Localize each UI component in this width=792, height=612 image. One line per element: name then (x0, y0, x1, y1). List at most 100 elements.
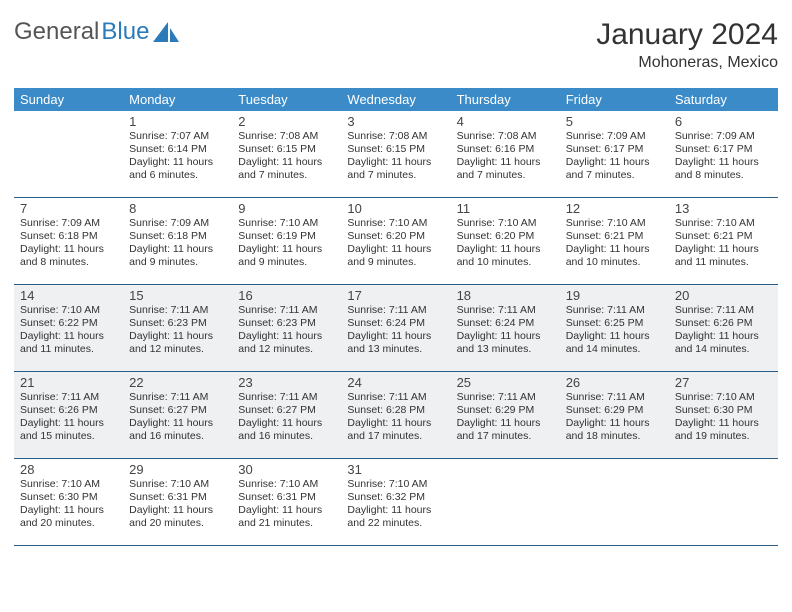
calendar-cell: 14Sunrise: 7:10 AMSunset: 6:22 PMDayligh… (14, 285, 123, 371)
sunset-line: Sunset: 6:16 PM (457, 143, 554, 156)
daylight-line: Daylight: 11 hours and 6 minutes. (129, 156, 226, 182)
daylight-line: Daylight: 11 hours and 12 minutes. (129, 330, 226, 356)
sunrise-line: Sunrise: 7:10 AM (675, 217, 772, 230)
day-number: 8 (129, 201, 226, 216)
sunrise-line: Sunrise: 7:10 AM (675, 391, 772, 404)
day-number: 18 (457, 288, 554, 303)
calendar-week: 28Sunrise: 7:10 AMSunset: 6:30 PMDayligh… (14, 459, 778, 546)
sunrise-line: Sunrise: 7:11 AM (347, 304, 444, 317)
day-number: 7 (20, 201, 117, 216)
sunset-line: Sunset: 6:29 PM (566, 404, 663, 417)
day-number: 15 (129, 288, 226, 303)
page-title: January 2024 (596, 18, 778, 52)
daylight-line: Daylight: 11 hours and 15 minutes. (20, 417, 117, 443)
sunrise-line: Sunrise: 7:11 AM (457, 391, 554, 404)
calendar-week: 1Sunrise: 7:07 AMSunset: 6:14 PMDaylight… (14, 111, 778, 198)
calendar-week: 21Sunrise: 7:11 AMSunset: 6:26 PMDayligh… (14, 372, 778, 459)
day-number: 12 (566, 201, 663, 216)
daylight-line: Daylight: 11 hours and 16 minutes. (238, 417, 335, 443)
sunrise-line: Sunrise: 7:10 AM (20, 304, 117, 317)
calendar-cell: 22Sunrise: 7:11 AMSunset: 6:27 PMDayligh… (123, 372, 232, 458)
day-number: 25 (457, 375, 554, 390)
calendar-cell: 30Sunrise: 7:10 AMSunset: 6:31 PMDayligh… (232, 459, 341, 545)
daylight-line: Daylight: 11 hours and 22 minutes. (347, 504, 444, 530)
daylight-line: Daylight: 11 hours and 20 minutes. (129, 504, 226, 530)
page-header: GeneralBlue January 2024 Mohoneras, Mexi… (14, 18, 778, 72)
sunset-line: Sunset: 6:17 PM (566, 143, 663, 156)
calendar-cell: 7Sunrise: 7:09 AMSunset: 6:18 PMDaylight… (14, 198, 123, 284)
day-number: 23 (238, 375, 335, 390)
day-number: 10 (347, 201, 444, 216)
calendar-cell: 27Sunrise: 7:10 AMSunset: 6:30 PMDayligh… (669, 372, 778, 458)
logo-text-1: General (14, 18, 99, 46)
calendar-cell: 3Sunrise: 7:08 AMSunset: 6:15 PMDaylight… (341, 111, 450, 197)
daylight-line: Daylight: 11 hours and 9 minutes. (129, 243, 226, 269)
sunset-line: Sunset: 6:15 PM (347, 143, 444, 156)
sunrise-line: Sunrise: 7:11 AM (238, 391, 335, 404)
sunrise-line: Sunrise: 7:10 AM (347, 478, 444, 491)
dow-cell: Tuesday (232, 88, 341, 111)
sunset-line: Sunset: 6:23 PM (129, 317, 226, 330)
sunrise-line: Sunrise: 7:08 AM (457, 130, 554, 143)
sunrise-line: Sunrise: 7:10 AM (20, 478, 117, 491)
day-number: 4 (457, 114, 554, 129)
dow-cell: Monday (123, 88, 232, 111)
day-number: 9 (238, 201, 335, 216)
calendar-cell: 2Sunrise: 7:08 AMSunset: 6:15 PMDaylight… (232, 111, 341, 197)
sunrise-line: Sunrise: 7:11 AM (129, 304, 226, 317)
sunset-line: Sunset: 6:26 PM (20, 404, 117, 417)
sunset-line: Sunset: 6:23 PM (238, 317, 335, 330)
daylight-line: Daylight: 11 hours and 19 minutes. (675, 417, 772, 443)
sunset-line: Sunset: 6:29 PM (457, 404, 554, 417)
calendar-cell: 4Sunrise: 7:08 AMSunset: 6:16 PMDaylight… (451, 111, 560, 197)
calendar-cell: 26Sunrise: 7:11 AMSunset: 6:29 PMDayligh… (560, 372, 669, 458)
calendar-cell: 15Sunrise: 7:11 AMSunset: 6:23 PMDayligh… (123, 285, 232, 371)
day-number: 29 (129, 462, 226, 477)
calendar-week: 7Sunrise: 7:09 AMSunset: 6:18 PMDaylight… (14, 198, 778, 285)
sunrise-line: Sunrise: 7:10 AM (238, 217, 335, 230)
sunrise-line: Sunrise: 7:10 AM (347, 217, 444, 230)
sunset-line: Sunset: 6:19 PM (238, 230, 335, 243)
sunrise-line: Sunrise: 7:10 AM (129, 478, 226, 491)
calendar-cell: 24Sunrise: 7:11 AMSunset: 6:28 PMDayligh… (341, 372, 450, 458)
day-number: 17 (347, 288, 444, 303)
calendar-cell (451, 459, 560, 545)
calendar-cell: 11Sunrise: 7:10 AMSunset: 6:20 PMDayligh… (451, 198, 560, 284)
sunset-line: Sunset: 6:18 PM (129, 230, 226, 243)
calendar-cell (560, 459, 669, 545)
sunrise-line: Sunrise: 7:09 AM (675, 130, 772, 143)
calendar-cell: 25Sunrise: 7:11 AMSunset: 6:29 PMDayligh… (451, 372, 560, 458)
calendar-weeks: 1Sunrise: 7:07 AMSunset: 6:14 PMDaylight… (14, 111, 778, 546)
day-number: 11 (457, 201, 554, 216)
sunset-line: Sunset: 6:30 PM (675, 404, 772, 417)
sunset-line: Sunset: 6:15 PM (238, 143, 335, 156)
daylight-line: Daylight: 11 hours and 20 minutes. (20, 504, 117, 530)
daylight-line: Daylight: 11 hours and 7 minutes. (347, 156, 444, 182)
calendar-cell: 8Sunrise: 7:09 AMSunset: 6:18 PMDaylight… (123, 198, 232, 284)
daylight-line: Daylight: 11 hours and 17 minutes. (457, 417, 554, 443)
day-number: 26 (566, 375, 663, 390)
calendar-cell: 9Sunrise: 7:10 AMSunset: 6:19 PMDaylight… (232, 198, 341, 284)
sunset-line: Sunset: 6:27 PM (238, 404, 335, 417)
sunset-line: Sunset: 6:21 PM (675, 230, 772, 243)
day-number: 31 (347, 462, 444, 477)
calendar-cell: 23Sunrise: 7:11 AMSunset: 6:27 PMDayligh… (232, 372, 341, 458)
sunset-line: Sunset: 6:21 PM (566, 230, 663, 243)
day-number: 16 (238, 288, 335, 303)
day-number: 6 (675, 114, 772, 129)
dow-cell: Friday (560, 88, 669, 111)
day-number: 24 (347, 375, 444, 390)
sunset-line: Sunset: 6:28 PM (347, 404, 444, 417)
sunset-line: Sunset: 6:27 PM (129, 404, 226, 417)
day-number: 1 (129, 114, 226, 129)
location: Mohoneras, Mexico (596, 54, 778, 72)
sunset-line: Sunset: 6:20 PM (347, 230, 444, 243)
dow-cell: Sunday (14, 88, 123, 111)
daylight-line: Daylight: 11 hours and 10 minutes. (457, 243, 554, 269)
sunset-line: Sunset: 6:30 PM (20, 491, 117, 504)
day-number: 30 (238, 462, 335, 477)
day-number: 14 (20, 288, 117, 303)
sunrise-line: Sunrise: 7:09 AM (20, 217, 117, 230)
calendar-cell: 5Sunrise: 7:09 AMSunset: 6:17 PMDaylight… (560, 111, 669, 197)
daylight-line: Daylight: 11 hours and 16 minutes. (129, 417, 226, 443)
